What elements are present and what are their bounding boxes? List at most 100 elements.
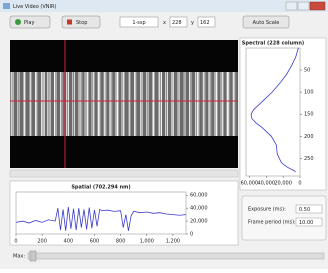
image-stripe bbox=[216, 72, 217, 136]
image-stripe bbox=[80, 72, 81, 136]
tick-label: 250 bbox=[304, 156, 314, 162]
tick-label: 20,000 bbox=[190, 219, 208, 225]
image-stripe bbox=[117, 72, 118, 136]
image-stripe bbox=[121, 72, 122, 136]
image-stripe bbox=[214, 72, 215, 136]
image-stripe bbox=[226, 72, 227, 136]
image-stripe bbox=[190, 72, 191, 136]
play-icon bbox=[15, 19, 21, 25]
image-stripe bbox=[158, 72, 159, 136]
image-stripe bbox=[179, 72, 180, 136]
image-stripe bbox=[74, 72, 75, 136]
chart-title: Spectral (228 column) bbox=[242, 41, 304, 47]
image-stripe bbox=[13, 72, 14, 136]
image-stripe bbox=[17, 72, 18, 136]
image-stripe bbox=[215, 72, 216, 136]
image-stripe bbox=[134, 72, 135, 136]
image-stripe bbox=[110, 72, 111, 136]
image-stripe bbox=[61, 72, 62, 136]
window-title: Live Video (VNIR) bbox=[13, 4, 56, 10]
image-stripe bbox=[44, 72, 45, 136]
image-stripe bbox=[99, 72, 100, 136]
image-stripe bbox=[111, 72, 112, 136]
image-stripe bbox=[152, 72, 153, 136]
image-stripe bbox=[29, 72, 30, 136]
image-stripe bbox=[49, 72, 50, 136]
image-stripe bbox=[109, 72, 110, 136]
image-stripe bbox=[93, 72, 94, 136]
image-stripe bbox=[68, 72, 69, 136]
image-stripe bbox=[198, 72, 199, 136]
image-stripe bbox=[73, 72, 74, 136]
image-stripe bbox=[19, 72, 20, 136]
image-stripe bbox=[161, 72, 162, 136]
tick-label: 1,200 bbox=[166, 239, 180, 245]
tick-label: 400 bbox=[64, 239, 74, 245]
image-stripe bbox=[167, 72, 168, 136]
tick-label: 200 bbox=[37, 239, 47, 245]
image-stripe bbox=[136, 72, 137, 136]
tick-label: 800 bbox=[116, 239, 126, 245]
window: Live Video (VNIR) Play Stop 1-ssp x 228 … bbox=[0, 0, 328, 269]
image-stripe bbox=[115, 72, 116, 136]
plot-area bbox=[246, 48, 300, 176]
slider-label: Max: bbox=[13, 254, 25, 260]
image-stripe bbox=[91, 72, 92, 136]
frame-label: Frame period (ms): bbox=[248, 220, 296, 226]
image-stripe bbox=[104, 72, 105, 136]
image-stripe bbox=[208, 72, 209, 136]
x-label: x bbox=[163, 20, 166, 26]
slider-track[interactable] bbox=[28, 253, 324, 259]
exposure-value: 0.50 bbox=[299, 207, 310, 213]
image-stripe bbox=[105, 72, 106, 136]
image-stripe bbox=[79, 72, 80, 136]
close-button[interactable] bbox=[310, 2, 325, 10]
tick-label: 100 bbox=[304, 90, 314, 96]
app-icon bbox=[3, 3, 10, 9]
chart-title: Spatial (702.294 nm) bbox=[71, 185, 130, 191]
tick-label: 60,000 bbox=[190, 193, 208, 199]
image-stripe bbox=[43, 72, 44, 136]
stop-label: Stop bbox=[76, 20, 87, 26]
image-stripe bbox=[130, 72, 131, 136]
slider-thumb[interactable] bbox=[30, 251, 36, 261]
image-stripe bbox=[86, 72, 87, 136]
image-stripe bbox=[210, 72, 211, 136]
image-stripe bbox=[232, 72, 233, 136]
image-stripe bbox=[203, 72, 204, 136]
image-stripe bbox=[148, 72, 149, 136]
image-stripe bbox=[204, 72, 205, 136]
h-scrollbar[interactable] bbox=[10, 170, 238, 177]
image-stripe bbox=[81, 72, 82, 136]
image-stripe bbox=[185, 72, 186, 136]
exposure-label: Exposure (ms): bbox=[248, 207, 286, 213]
image-stripe bbox=[98, 72, 99, 136]
tick-label: 20,000 bbox=[274, 181, 292, 187]
image-stripe bbox=[11, 72, 12, 136]
y-value: 162 bbox=[200, 20, 210, 26]
image-stripe bbox=[103, 72, 104, 136]
image-stripe bbox=[202, 72, 203, 136]
image-stripe bbox=[209, 72, 210, 136]
tick-label: 600 bbox=[90, 239, 100, 245]
image-stripe bbox=[160, 72, 161, 136]
image-stripe bbox=[124, 72, 125, 136]
maximize-button[interactable] bbox=[298, 2, 309, 10]
tick-label: 0 bbox=[190, 232, 193, 238]
image-stripe bbox=[97, 72, 98, 136]
image-stripe bbox=[221, 72, 222, 136]
tick-label: 1,000 bbox=[140, 239, 154, 245]
image-stripe bbox=[233, 72, 234, 136]
play-label: Play bbox=[24, 20, 34, 26]
image-stripe bbox=[92, 72, 93, 136]
image-stripe bbox=[178, 72, 179, 136]
image-stripes bbox=[10, 72, 238, 136]
image-stripe bbox=[172, 72, 173, 136]
minimize-button[interactable] bbox=[286, 2, 297, 10]
tick-label: 0 bbox=[14, 239, 17, 245]
image-stripe bbox=[67, 72, 68, 136]
tick-label: 200 bbox=[304, 134, 314, 140]
image-stripe bbox=[222, 72, 223, 136]
image-stripe bbox=[23, 72, 24, 136]
tick-label: 150 bbox=[304, 112, 314, 118]
